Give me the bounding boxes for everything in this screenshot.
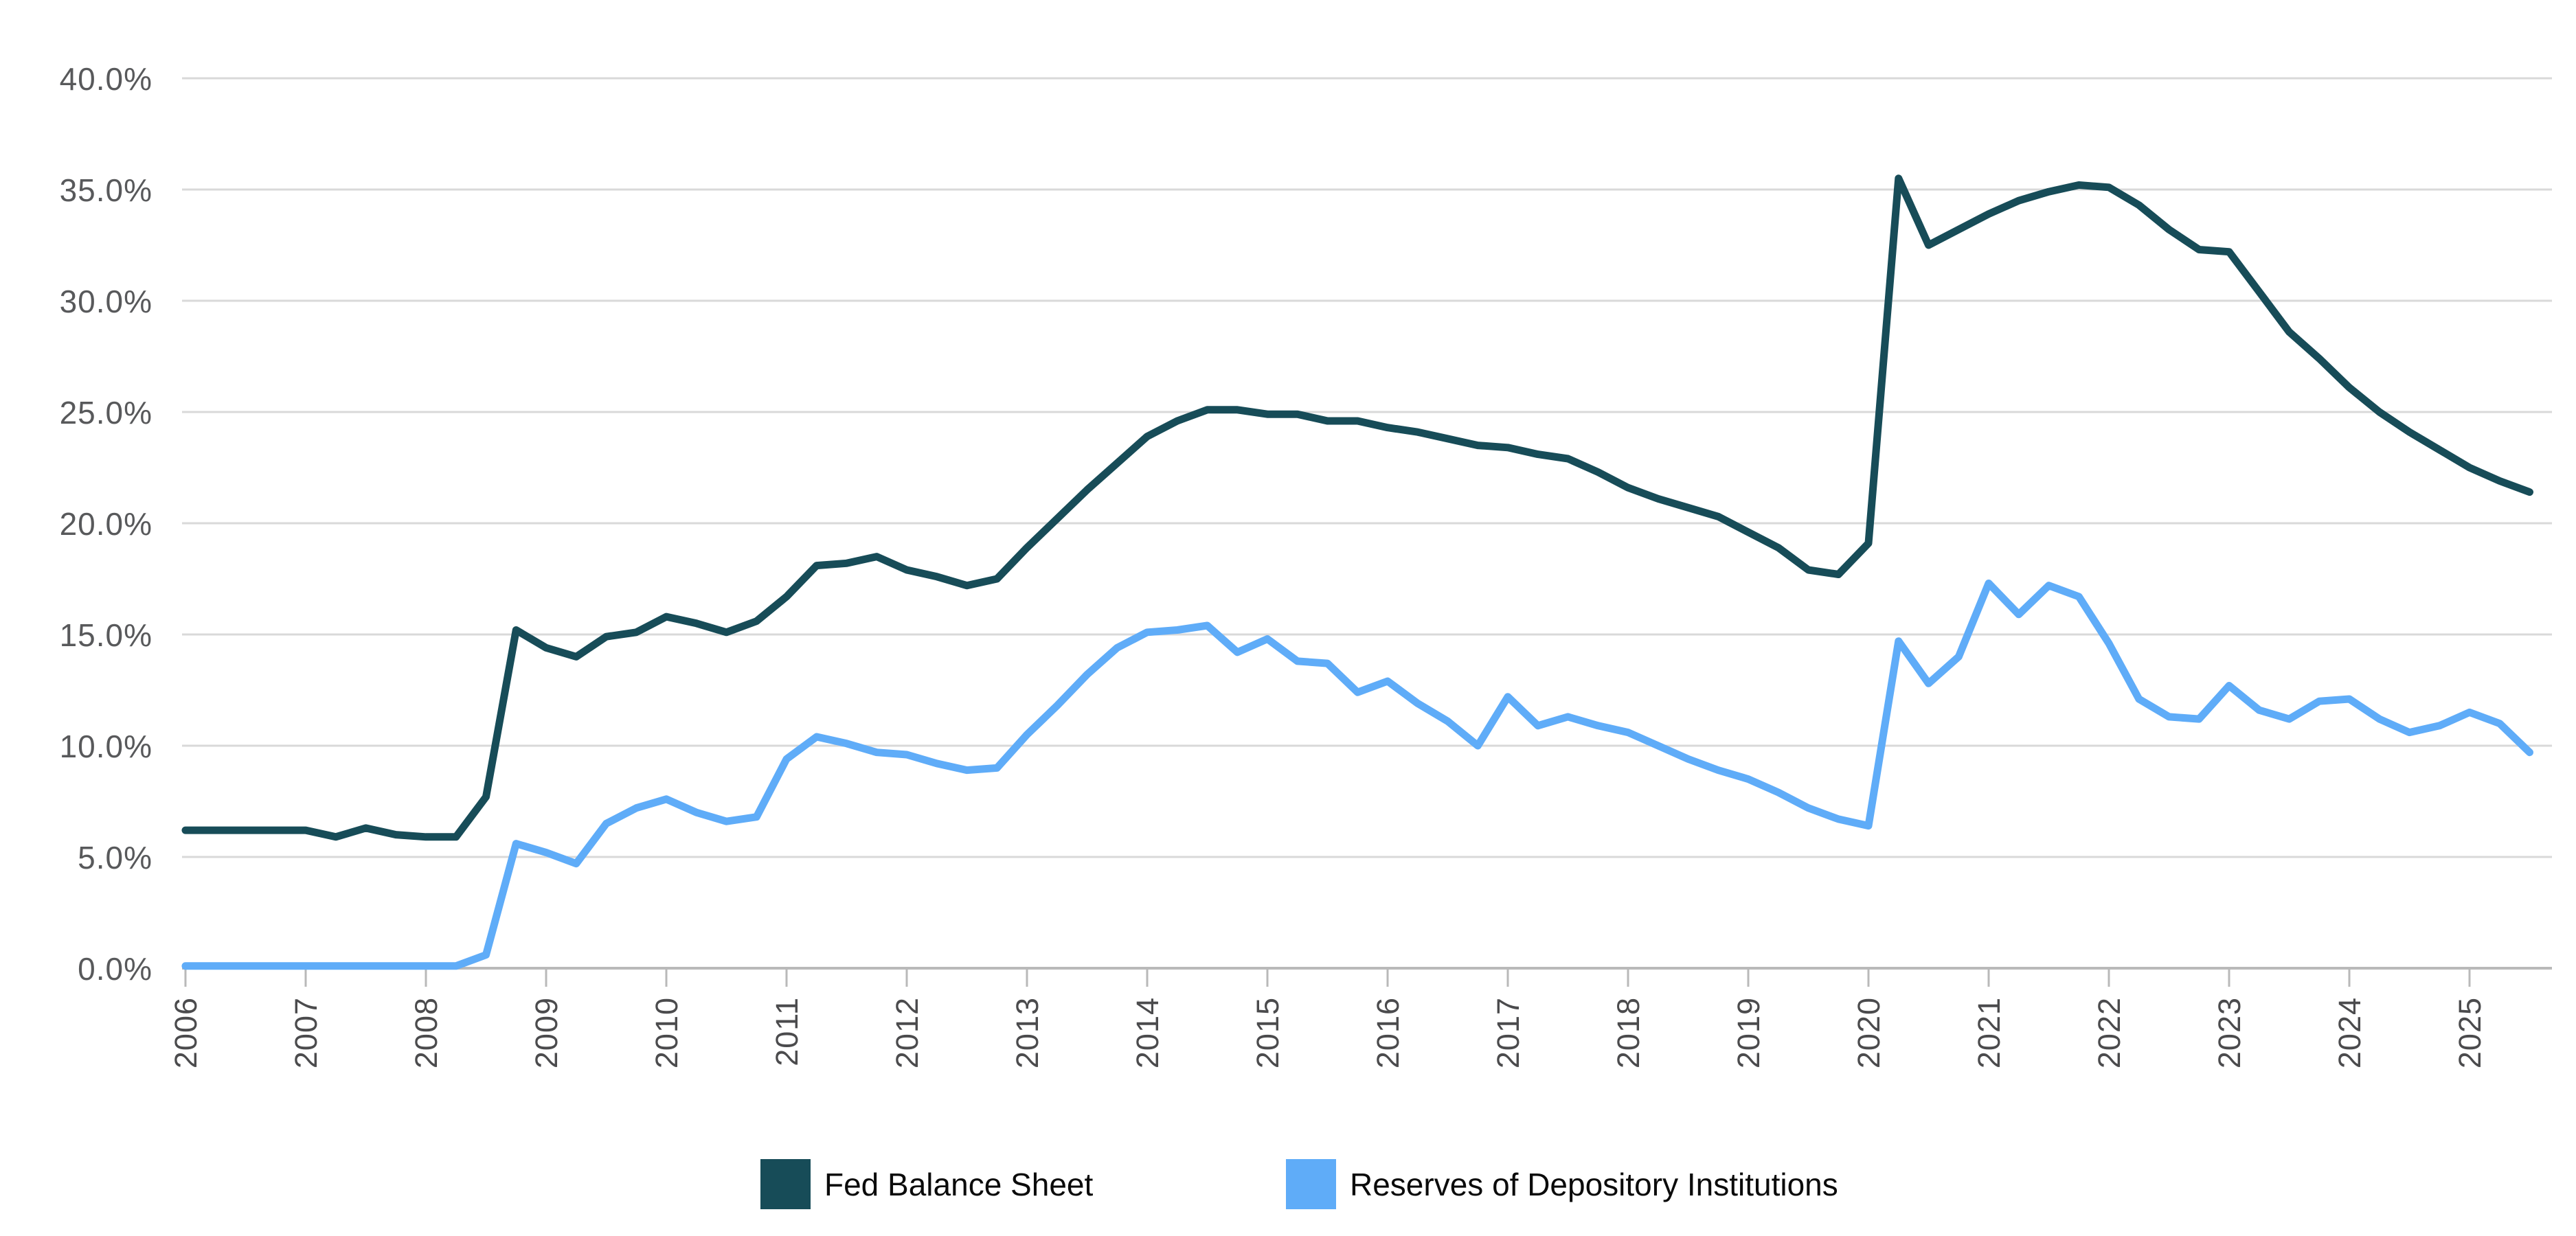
x-axis-tick-label: 2021: [1971, 997, 2007, 1068]
x-axis-tick-label: 2018: [1611, 997, 1646, 1068]
y-axis-tick-label: 5.0%: [78, 840, 152, 876]
gridlines: [182, 77, 2552, 970]
series-line-fed-balance-sheet: [181, 174, 2533, 841]
x-axis-tick-label: 2007: [289, 997, 324, 1068]
legend-swatch-reserves: [1286, 1159, 1336, 1209]
y-axis-tick-label: 35.0%: [60, 172, 152, 208]
x-axis-tick-label: 2014: [1130, 997, 1165, 1068]
legend-swatch-fed-balance-sheet: [760, 1159, 811, 1209]
x-axis-tick-label: 2011: [769, 997, 804, 1066]
legend-label: Fed Balance Sheet: [824, 1167, 1093, 1202]
y-axis-tick-label: 15.0%: [60, 617, 152, 653]
y-axis-tick-label: 10.0%: [60, 729, 152, 764]
axes: 0.0% 5.0% 10.0% 15.0% 20.0% 25.0% 30.0% 35.0% 40…: [60, 61, 2487, 1068]
x-axis-tick-label: 2023: [2212, 997, 2247, 1068]
y-axis-tick-label: 25.0%: [60, 395, 152, 431]
x-axis-tick-label: 2024: [2332, 997, 2367, 1068]
y-axis-tick-label: 30.0%: [60, 284, 152, 319]
x-axis-tick-label: 2015: [1250, 997, 1285, 1068]
y-axis-tick-label: 0.0%: [78, 951, 152, 987]
x-axis-tick-label: 2009: [529, 997, 564, 1068]
x-axis-tick-label: 2010: [649, 997, 684, 1068]
legend: Fed Balance Sheet Reserves of Depository …: [760, 1159, 1838, 1209]
x-axis-tick-label: 2019: [1731, 997, 1766, 1068]
x-axis-tick-label: 2008: [409, 997, 444, 1068]
x-axis-tick-label: 2025: [2452, 997, 2487, 1068]
x-axis-tick-label: 2022: [2092, 997, 2127, 1068]
x-axis-tick-label: 2006: [168, 997, 203, 1068]
y-axis-tick-label: 20.0%: [60, 506, 152, 542]
x-axis-tick-label: 2013: [1010, 997, 1045, 1068]
x-axis-tick-label: 2017: [1491, 997, 1526, 1068]
x-axis-tick-label: 2012: [890, 997, 925, 1068]
x-axis-tick-label: 2016: [1370, 997, 1405, 1068]
series-line-reserves: [181, 580, 2533, 970]
series-lines: [181, 174, 2533, 970]
legend-label: Reserves of Depository Institutions: [1350, 1167, 1838, 1202]
x-axis-tick-label: 2020: [1851, 997, 1886, 1068]
y-axis-tick-label: 40.0%: [60, 61, 152, 97]
